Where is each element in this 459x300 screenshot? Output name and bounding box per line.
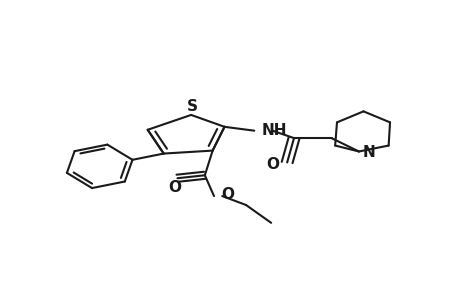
Text: O: O bbox=[265, 158, 279, 172]
Text: N: N bbox=[362, 146, 375, 160]
Text: O: O bbox=[220, 187, 233, 202]
Text: NH: NH bbox=[262, 123, 287, 138]
Text: S: S bbox=[187, 99, 197, 114]
Text: O: O bbox=[168, 180, 181, 195]
